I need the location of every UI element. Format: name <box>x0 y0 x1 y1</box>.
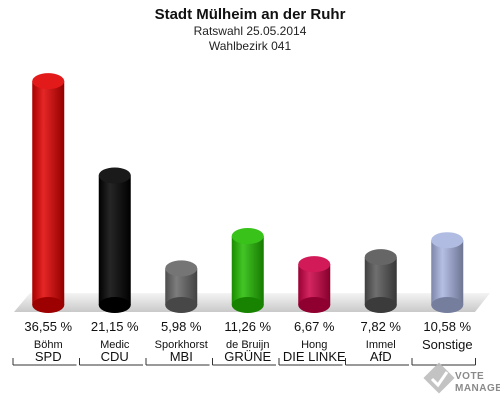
party-label: SPD <box>35 349 62 364</box>
logo-text-manager: MANAGER <box>455 383 500 394</box>
vote-manager-logo: VOTE MANAGER <box>423 362 500 394</box>
candidate-label: Böhm <box>34 339 63 351</box>
bar-spd <box>32 73 65 313</box>
value-label: 21,15 % <box>91 319 139 334</box>
chart-subtitle-district: Wahlbezirk 041 <box>209 39 292 53</box>
party-label: Sonstige <box>422 337 473 352</box>
logo-text-vote: VOTE <box>455 371 484 382</box>
party-label: AfD <box>370 349 392 364</box>
candidate-label: Immel <box>366 339 396 351</box>
party-label: DIE LINKE <box>283 349 346 364</box>
candidate-label: Medic <box>100 339 130 351</box>
candidate-label: Sporkhorst <box>155 339 208 351</box>
bar-cdu <box>98 167 131 313</box>
value-label: 10,58 % <box>423 319 471 334</box>
candidate-label: Hong <box>301 339 327 351</box>
bar-afd <box>364 249 397 313</box>
chart-subtitle-date: Ratswahl 25.05.2014 <box>194 24 307 38</box>
candidate-label: de Bruijn <box>226 339 269 351</box>
value-label: 5,98 % <box>161 319 202 334</box>
bar-sonstige <box>431 232 464 313</box>
bar-die-linke <box>298 256 331 313</box>
party-label: MBI <box>170 349 193 364</box>
value-label: 36,55 % <box>24 319 72 334</box>
chart-title: Stadt Mülheim an der Ruhr <box>155 6 346 23</box>
party-label: GRÜNE <box>224 349 271 364</box>
value-label: 11,26 % <box>224 319 271 334</box>
value-label: 6,67 % <box>294 319 335 334</box>
checkmark-logo-icon <box>423 362 455 394</box>
bar-mbi <box>165 260 198 313</box>
value-label: 7,82 % <box>361 319 402 334</box>
bars-group <box>32 73 464 313</box>
party-label: CDU <box>101 349 129 364</box>
bar-gr-ne <box>231 228 264 313</box>
